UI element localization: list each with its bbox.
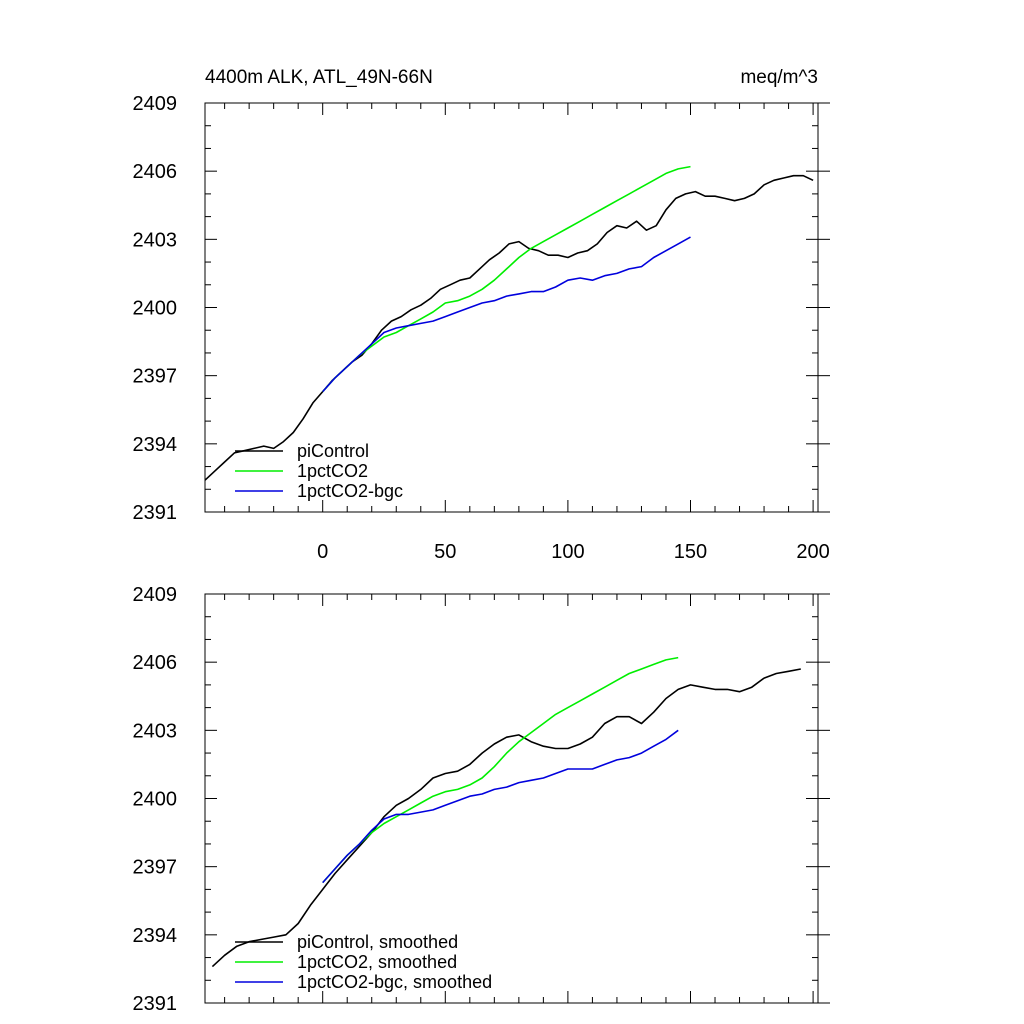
y-tick-label: 2409: [133, 584, 178, 606]
x-tick-label: 0: [317, 541, 328, 563]
y-tick-label: 2409: [133, 93, 178, 115]
series-line-1pctco2: [322, 165, 691, 393]
legend-label: 1pctCO2: [297, 461, 368, 481]
x-tick-label: 200: [796, 541, 829, 563]
x-tick-label: 150: [674, 541, 707, 563]
y-tick-label: 2394: [133, 925, 178, 947]
legend-label: piControl: [297, 441, 369, 461]
legend-label: 1pctCO2, smoothed: [297, 952, 457, 972]
x-tick-label: 100: [551, 541, 584, 563]
y-tick-label: 2391: [133, 502, 178, 524]
y-tick-label: 2400: [133, 298, 178, 320]
y-tick-label: 2397: [133, 366, 178, 388]
series-line-picontrol-smoothed: [211, 668, 801, 968]
series-line-1pctco2-bgc-smoothed: [322, 729, 679, 884]
chart-panel-1: 0 50 100 150 200 2391 2394 2397 2400 2403 2406 2409…: [133, 67, 830, 563]
chart-panel-2: 2391 2394 2397 2400 2403 2406 2409 piControl, s…: [133, 584, 830, 1015]
series-line-picontrol: [204, 174, 814, 481]
chart-units: meq/m^3: [740, 67, 818, 88]
y-tick-label: 2403: [133, 229, 178, 251]
y-tick-label: 2403: [133, 720, 178, 742]
x-tick-label: 50: [434, 541, 456, 563]
y-tick-label: 2397: [133, 857, 178, 879]
legend-label: piControl, smoothed: [297, 932, 458, 952]
y-tick-label: 2406: [133, 161, 178, 183]
y-tick-label: 2400: [133, 789, 178, 811]
chart-title: 4400m ALK, ATL_49N-66N: [205, 67, 433, 88]
y-tick-label: 2394: [133, 434, 178, 456]
legend-label: 1pctCO2-bgc: [297, 481, 403, 501]
y-tick-label: 2391: [133, 993, 178, 1015]
legend-label: 1pctCO2-bgc, smoothed: [297, 972, 492, 992]
series-line-1pctco2-smoothed: [322, 656, 679, 884]
series-line-1pctco2-bgc: [322, 236, 691, 393]
y-tick-label: 2406: [133, 652, 178, 674]
